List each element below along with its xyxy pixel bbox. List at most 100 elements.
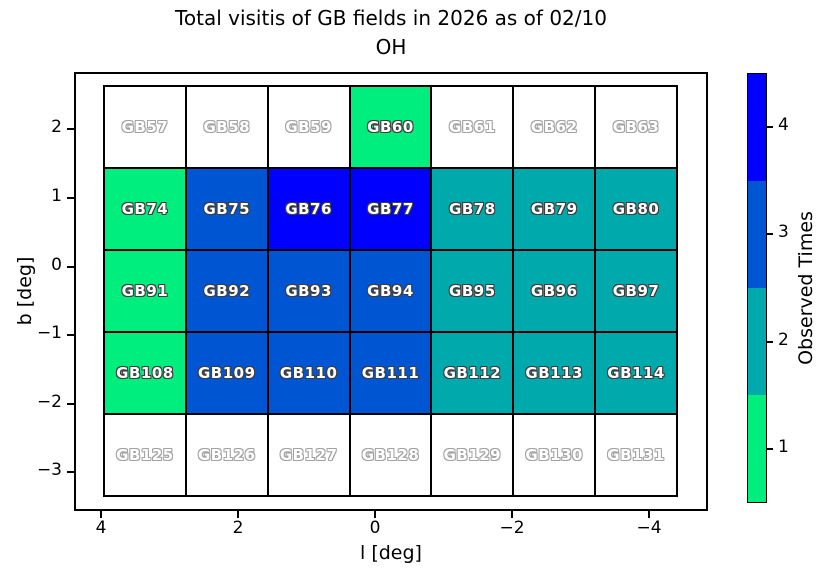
chart-title-line1: Total visitis of GB fields in 2026 as of… bbox=[175, 6, 607, 30]
colorbar-tick-mark bbox=[767, 448, 773, 450]
colorbar-tick-mark bbox=[767, 341, 773, 343]
heatmap-cell-gb95: GB95 bbox=[431, 250, 514, 332]
field-label: GB128 bbox=[361, 446, 420, 464]
heatmap-cell-gb93: GB93 bbox=[267, 250, 350, 332]
heatmap-cell-gb91: GB91 bbox=[104, 250, 186, 332]
heatmap-cell-gb78: GB78 bbox=[431, 168, 514, 250]
heatmap-cell-gb76: GB76 bbox=[267, 168, 350, 250]
colorbar-segment-3 bbox=[748, 181, 766, 288]
heatmap-cell-gb74: GB74 bbox=[104, 168, 186, 250]
y-tick-label: −2 bbox=[36, 392, 62, 412]
y-tick-mark bbox=[67, 197, 74, 199]
x-tick-mark bbox=[374, 511, 376, 518]
field-label: GB76 bbox=[285, 200, 332, 218]
colorbar-segment-4 bbox=[748, 74, 766, 181]
heatmap-cell-gb77: GB77 bbox=[349, 168, 432, 250]
heatmap-cell-gb62: GB62 bbox=[513, 86, 596, 168]
heatmap-cell-gb128: GB128 bbox=[349, 414, 432, 496]
field-label: GB130 bbox=[525, 446, 583, 464]
chart-title-line2: OH bbox=[375, 35, 407, 59]
x-tick-mark bbox=[648, 511, 650, 518]
y-tick-label: 1 bbox=[51, 186, 62, 206]
field-label: GB74 bbox=[121, 200, 169, 218]
y-tick-mark bbox=[67, 128, 74, 130]
y-tick-mark bbox=[67, 403, 74, 405]
field-label: GB59 bbox=[285, 118, 332, 136]
field-label: GB60 bbox=[367, 118, 414, 136]
x-axis-label: l [deg] bbox=[360, 542, 422, 564]
colorbar-tick-label: 4 bbox=[778, 115, 789, 135]
x-tick-mark bbox=[511, 511, 513, 518]
field-label: GB129 bbox=[443, 446, 502, 464]
x-tick-mark bbox=[100, 511, 102, 518]
field-label: GB97 bbox=[612, 282, 660, 300]
colorbar-label: Observed Times bbox=[795, 211, 817, 365]
field-label: GB61 bbox=[449, 118, 496, 136]
field-label: GB91 bbox=[121, 282, 169, 300]
field-label: GB95 bbox=[449, 282, 496, 300]
heatmap-cell-gb108: GB108 bbox=[104, 332, 186, 414]
y-tick-label: 2 bbox=[51, 117, 62, 137]
heatmap-cell-gb109: GB109 bbox=[185, 332, 268, 414]
colorbar-tick-label: 2 bbox=[778, 330, 789, 350]
heatmap-cell-gb96: GB96 bbox=[513, 250, 596, 332]
heatmap-cell-gb111: GB111 bbox=[349, 332, 432, 414]
heatmap-cell-gb59: GB59 bbox=[267, 86, 350, 168]
heatmap-cell-gb92: GB92 bbox=[185, 250, 268, 332]
field-label: GB77 bbox=[367, 200, 414, 218]
y-tick-mark bbox=[67, 471, 74, 473]
field-label: GB109 bbox=[197, 364, 256, 382]
field-label: GB79 bbox=[530, 200, 578, 218]
x-tick-label: −4 bbox=[636, 518, 662, 538]
colorbar-segment-2 bbox=[748, 288, 766, 395]
field-label: GB127 bbox=[279, 446, 338, 464]
colorbar-tick-mark bbox=[767, 233, 773, 235]
heatmap-cell-gb79: GB79 bbox=[513, 168, 596, 250]
field-label: GB108 bbox=[116, 364, 174, 382]
heatmap-cell-gb58: GB58 bbox=[185, 86, 268, 168]
field-label: GB110 bbox=[279, 364, 338, 382]
field-label: GB113 bbox=[525, 364, 583, 382]
colorbar-tick-label: 1 bbox=[778, 437, 789, 457]
heatmap-cell-gb114: GB114 bbox=[595, 332, 677, 414]
field-label: GB58 bbox=[203, 118, 251, 136]
field-label: GB112 bbox=[443, 364, 502, 382]
heatmap-cell-gb75: GB75 bbox=[185, 168, 268, 250]
x-tick-label: −2 bbox=[499, 518, 525, 538]
field-label: GB80 bbox=[612, 200, 660, 218]
field-label: GB94 bbox=[367, 282, 414, 300]
y-tick-mark bbox=[67, 334, 74, 336]
field-label: GB111 bbox=[361, 364, 420, 382]
heatmap-cell-gb60: GB60 bbox=[349, 86, 432, 168]
colorbar-tick-label: 3 bbox=[778, 222, 789, 242]
field-label: GB92 bbox=[203, 282, 251, 300]
heatmap-cell-gb126: GB126 bbox=[185, 414, 268, 496]
heatmap-cell-gb112: GB112 bbox=[431, 332, 514, 414]
y-tick-mark bbox=[67, 266, 74, 268]
heatmap-cell-gb127: GB127 bbox=[267, 414, 350, 496]
y-tick-label: −3 bbox=[36, 460, 62, 480]
colorbar bbox=[747, 73, 767, 503]
heatmap-cell-gb97: GB97 bbox=[595, 250, 677, 332]
chart-title: Total visitis of GB fields in 2026 as of… bbox=[74, 4, 708, 62]
heatmap-cell-gb125: GB125 bbox=[104, 414, 186, 496]
heatmap-cell-gb110: GB110 bbox=[267, 332, 350, 414]
heatmap-cell-gb131: GB131 bbox=[595, 414, 677, 496]
field-label: GB131 bbox=[607, 446, 665, 464]
colorbar-tick-mark bbox=[767, 126, 773, 128]
field-label: GB63 bbox=[612, 118, 660, 136]
x-tick-label: 2 bbox=[232, 518, 244, 538]
heatmap-cell-gb94: GB94 bbox=[349, 250, 432, 332]
field-label: GB75 bbox=[203, 200, 251, 218]
x-tick-label: 4 bbox=[95, 518, 107, 538]
heatmap-cell-gb113: GB113 bbox=[513, 332, 596, 414]
y-tick-label: −1 bbox=[36, 323, 62, 343]
x-tick-label: 0 bbox=[369, 518, 381, 538]
heatmap-cell-gb61: GB61 bbox=[431, 86, 514, 168]
field-label: GB93 bbox=[285, 282, 332, 300]
heatmap-cell-gb130: GB130 bbox=[513, 414, 596, 496]
heatmap-cell-gb129: GB129 bbox=[431, 414, 514, 496]
x-tick-mark bbox=[237, 511, 239, 518]
field-label: GB62 bbox=[530, 118, 578, 136]
